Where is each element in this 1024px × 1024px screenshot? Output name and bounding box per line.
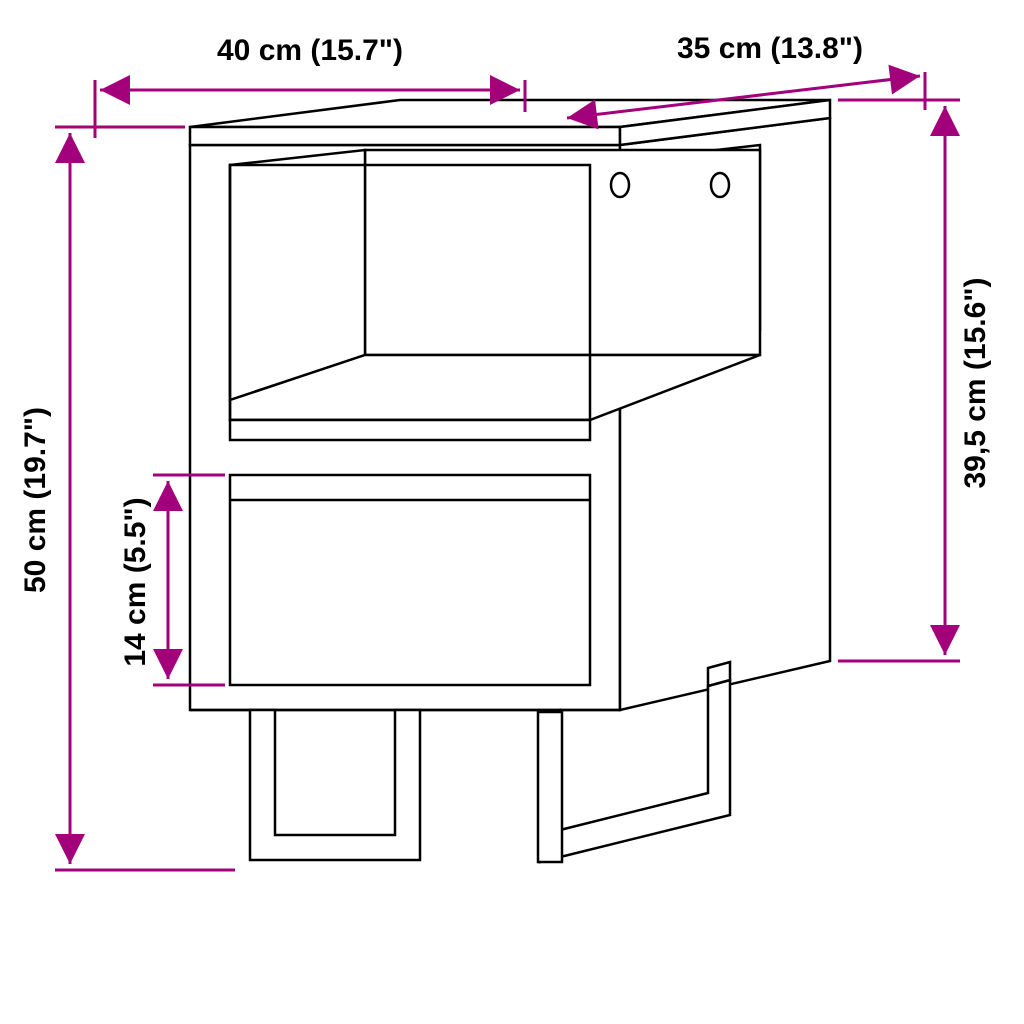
nightstand-drawing — [190, 100, 830, 862]
dimension-box-height: 39,5 cm (15.6") — [838, 100, 992, 661]
width-label: 40 cm (15.7") — [217, 34, 403, 67]
depth-label: 35 cm (13.8") — [677, 32, 863, 65]
total-height-label: 50 cm (19.7") — [19, 407, 52, 593]
dimension-diagram: 40 cm (15.7") 35 cm (13.8") 50 cm (19.7"… — [0, 0, 1024, 1024]
box-height-label: 39,5 cm (15.6") — [959, 277, 992, 488]
drawer-height-label: 14 cm (5.5") — [119, 497, 152, 666]
